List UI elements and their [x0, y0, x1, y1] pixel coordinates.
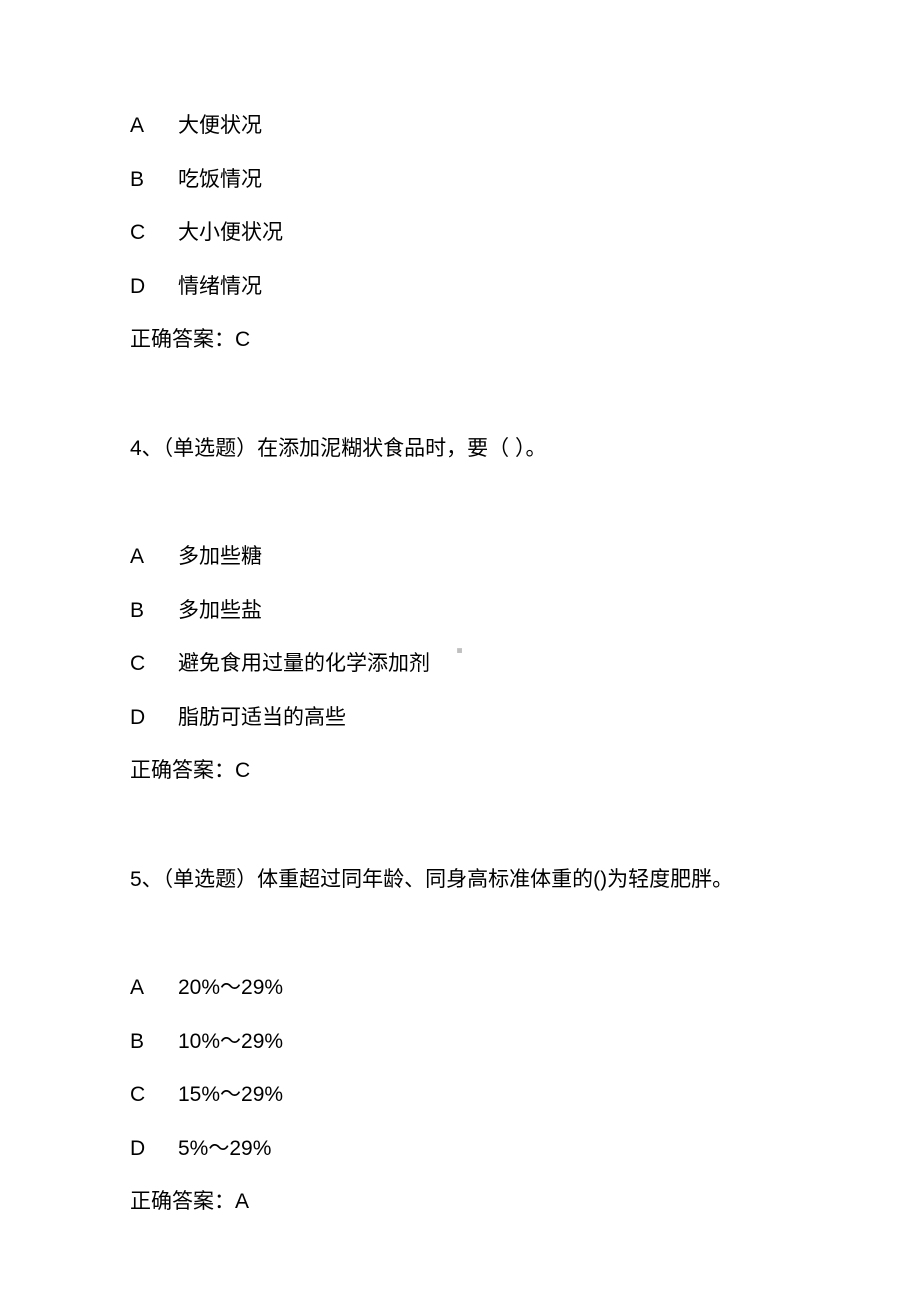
option-text: 5%～29% [178, 1133, 271, 1165]
option-text: 情绪情况 [178, 271, 262, 303]
q4-option-b: B 多加些盐 [130, 595, 790, 627]
q5-answer: 正确答案：A [130, 1186, 790, 1218]
option-letter: C [130, 1079, 178, 1111]
option-text: 多加些糖 [178, 541, 262, 573]
option-letter: A [130, 541, 178, 573]
q4-option-d: D 脂肪可适当的高些 [130, 702, 790, 734]
option-letter: D [130, 1133, 178, 1165]
q4-prompt: 4、（单选题）在添加泥糊状食品时，要（ ）。 [130, 433, 790, 465]
option-text: 避免食用过量的化学添加剂 [178, 648, 430, 680]
q4-option-a: A 多加些糖 [130, 541, 790, 573]
option-letter: B [130, 595, 178, 627]
option-text: 脂肪可适当的高些 [178, 702, 346, 734]
q3-option-c: C 大小便状况 [130, 217, 790, 249]
q3-option-b: B 吃饭情况 [130, 164, 790, 196]
q5-option-b: B 10%～29% [130, 1026, 790, 1058]
q3-option-d: D 情绪情况 [130, 271, 790, 303]
option-letter: D [130, 702, 178, 734]
q3-answer: 正确答案：C [130, 324, 790, 356]
option-text: 大便状况 [178, 110, 262, 142]
q5-option-a: A 20%～29% [130, 972, 790, 1004]
q3-option-a: A 大便状况 [130, 110, 790, 142]
option-text: 20%～29% [178, 972, 283, 1004]
option-letter: B [130, 1026, 178, 1058]
option-letter: A [130, 110, 178, 142]
q5-option-c: C 15%～29% [130, 1079, 790, 1111]
option-text: 15%～29% [178, 1079, 283, 1111]
option-text: 大小便状况 [178, 217, 283, 249]
q4-answer: 正确答案：C [130, 755, 790, 787]
option-letter: C [130, 648, 178, 680]
option-letter: B [130, 164, 178, 196]
q5-option-d: D 5%～29% [130, 1133, 790, 1165]
option-text: 多加些盐 [178, 595, 262, 627]
page-center-mark: ■ [456, 646, 463, 657]
option-text: 吃饭情况 [178, 164, 262, 196]
option-text: 10%～29% [178, 1026, 283, 1058]
option-letter: C [130, 217, 178, 249]
option-letter: A [130, 972, 178, 1004]
q5-prompt: 5、（单选题）体重超过同年龄、同身高标准体重的()为轻度肥胖。 [130, 864, 790, 896]
option-letter: D [130, 271, 178, 303]
